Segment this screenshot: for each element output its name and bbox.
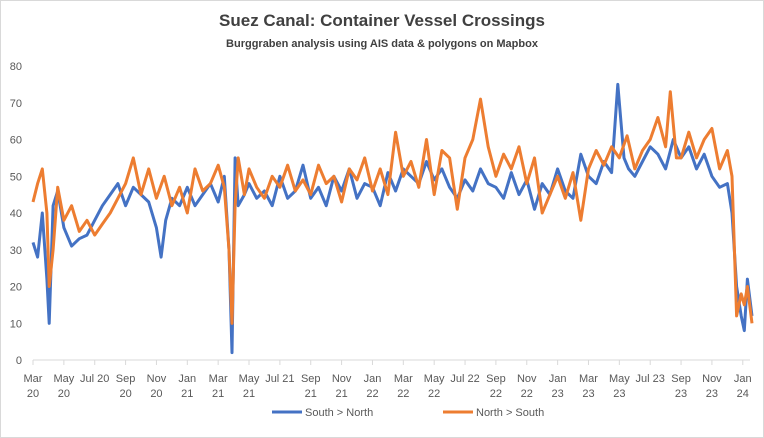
y-tick-label: 50 bbox=[10, 171, 22, 183]
x-tick-label: 21 bbox=[305, 388, 317, 400]
x-tick-label: 21 bbox=[181, 388, 193, 400]
y-tick-label: 60 bbox=[10, 135, 22, 147]
x-tick-label: Mar bbox=[209, 373, 228, 385]
y-tick-label: 40 bbox=[10, 208, 22, 220]
x-tick-label: 22 bbox=[490, 388, 502, 400]
x-tick-label: Sep bbox=[116, 373, 136, 385]
x-tick-label: Jan bbox=[364, 373, 382, 385]
x-tick-label: 20 bbox=[150, 388, 162, 400]
series-line-north-south bbox=[31, 90, 754, 325]
y-tick-label: 20 bbox=[10, 282, 22, 294]
x-tick-label: 20 bbox=[119, 388, 131, 400]
x-tick-label: Nov bbox=[147, 373, 167, 385]
x-tick-label: 21 bbox=[212, 388, 224, 400]
x-tick-label: May bbox=[239, 373, 260, 385]
y-tick-label: 30 bbox=[10, 245, 22, 257]
legend-label: South > North bbox=[305, 407, 373, 419]
x-tick-label: Nov bbox=[332, 373, 352, 385]
x-tick-label: 22 bbox=[521, 388, 533, 400]
x-tick-label: Sep bbox=[671, 373, 691, 385]
x-tick-label: Mar bbox=[579, 373, 598, 385]
x-tick-label: Sep bbox=[486, 373, 506, 385]
x-tick-label: 20 bbox=[27, 388, 39, 400]
x-tick-label: Nov bbox=[517, 373, 537, 385]
x-tick-label: Sep bbox=[301, 373, 321, 385]
x-tick-label: 24 bbox=[737, 388, 749, 400]
x-tick-label: May bbox=[424, 373, 445, 385]
x-tick-label: 23 bbox=[582, 388, 594, 400]
x-tick-label: Jan bbox=[734, 373, 752, 385]
x-tick-label: 22 bbox=[428, 388, 440, 400]
legend-item[interactable]: North > South bbox=[443, 407, 544, 419]
x-tick-label: Mar bbox=[394, 373, 413, 385]
x-tick-label: 21 bbox=[335, 388, 347, 400]
x-tick-label: May bbox=[609, 373, 630, 385]
x-tick-label: 23 bbox=[675, 388, 687, 400]
x-tick-label: Jul 20 bbox=[80, 373, 109, 385]
chart-subtitle: Burggraben analysis using AIS data & pol… bbox=[226, 38, 539, 50]
x-tick-label: 22 bbox=[397, 388, 409, 400]
y-tick-label: 80 bbox=[10, 61, 22, 73]
x-tick-label: Jul 21 bbox=[265, 373, 294, 385]
x-tick-label: 20 bbox=[58, 388, 70, 400]
x-tick-label: 23 bbox=[706, 388, 718, 400]
y-tick-label: 70 bbox=[10, 98, 22, 110]
legend-label: North > South bbox=[476, 407, 544, 419]
y-tick-label: 0 bbox=[16, 355, 22, 367]
chart-title: Suez Canal: Container Vessel Crossings bbox=[219, 11, 545, 30]
x-tick-label: 23 bbox=[551, 388, 563, 400]
x-tick-label: May bbox=[53, 373, 74, 385]
series-line-south-north bbox=[31, 82, 754, 355]
x-tick-label: Nov bbox=[702, 373, 722, 385]
x-tick-label: 23 bbox=[613, 388, 625, 400]
x-tick-label: Jan bbox=[549, 373, 567, 385]
x-tick-label: Jul 22 bbox=[450, 373, 479, 385]
x-tick-label: Jan bbox=[178, 373, 196, 385]
x-tick-label: 22 bbox=[366, 388, 378, 400]
x-tick-label: 21 bbox=[243, 388, 255, 400]
x-tick-label: Jul 23 bbox=[636, 373, 665, 385]
y-tick-label: 10 bbox=[10, 318, 22, 330]
legend-item[interactable]: South > North bbox=[272, 407, 373, 419]
x-tick-label: Mar bbox=[24, 373, 43, 385]
